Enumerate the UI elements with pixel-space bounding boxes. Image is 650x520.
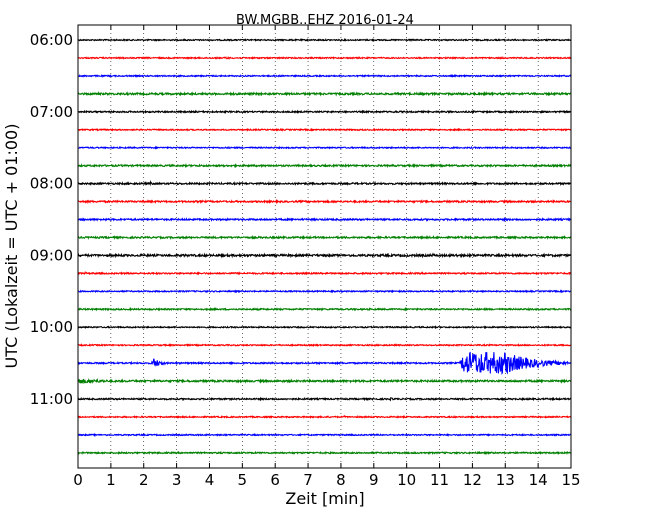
x-axis-ticks: 0 1 2 3 4 5 6 7 8 9 10 11 12 13 14 15 xyxy=(73,25,581,489)
trace-line xyxy=(77,289,572,294)
trace-line xyxy=(77,55,572,60)
x-tick-label: 14 xyxy=(529,471,548,489)
trace-line xyxy=(77,414,572,420)
x-tick-label: 13 xyxy=(496,471,515,489)
y-tick-label: 08:00 xyxy=(30,175,73,193)
trace-line xyxy=(77,343,572,348)
trace-line xyxy=(77,306,572,312)
trace-line xyxy=(77,127,572,132)
trace-line xyxy=(77,432,572,437)
x-tick-label: 7 xyxy=(303,471,313,489)
trace-line xyxy=(77,234,572,241)
y-tick-label: 06:00 xyxy=(30,31,73,49)
y-tick-label: 10:00 xyxy=(30,318,73,336)
x-tick-label: 11 xyxy=(430,471,449,489)
x-tick-label: 0 xyxy=(73,471,83,489)
x-tick-label: 2 xyxy=(139,471,149,489)
trace-line xyxy=(77,216,572,223)
trace-line xyxy=(77,325,572,330)
trace-line xyxy=(77,377,572,385)
x-tick-label: 6 xyxy=(270,471,280,489)
plot-frame xyxy=(77,24,572,469)
y-axis-label: UTC (Lokalzeit = UTC + 01:00) xyxy=(2,124,21,369)
y-axis-ticks: 06:00 07:00 08:00 09:00 10:00 11:00 xyxy=(30,31,571,408)
trace-line xyxy=(77,162,572,169)
trace-line xyxy=(77,145,572,150)
trace-line xyxy=(77,396,572,402)
y-tick-label: 11:00 xyxy=(30,390,73,408)
x-axis-label: Zeit [min] xyxy=(285,489,364,508)
trace-line xyxy=(77,180,572,187)
trace-line xyxy=(77,252,572,259)
x-tick-label: 1 xyxy=(106,471,116,489)
x-tick-label: 8 xyxy=(336,471,346,489)
x-tick-label: 5 xyxy=(238,471,248,489)
x-tick-label: 9 xyxy=(369,471,379,489)
trace-line xyxy=(77,109,572,115)
x-tick-label: 10 xyxy=(397,471,416,489)
chart-title: BW.MGBB..EHZ 2016-01-24 xyxy=(236,13,414,28)
trace-line xyxy=(77,37,572,42)
x-tick-label: 3 xyxy=(172,471,182,489)
y-tick-label: 09:00 xyxy=(30,246,73,264)
trace-line xyxy=(77,450,572,456)
trace-line xyxy=(77,270,572,276)
seismic-traces xyxy=(77,37,572,456)
trace-line xyxy=(77,90,572,97)
trace-line xyxy=(77,351,572,375)
grid-lines xyxy=(110,25,539,468)
trace-line xyxy=(77,73,572,78)
y-tick-label: 07:00 xyxy=(30,103,73,121)
x-tick-label: 12 xyxy=(463,471,482,489)
trace-line xyxy=(77,198,572,205)
x-tick-label: 15 xyxy=(561,471,580,489)
x-tick-label: 4 xyxy=(205,471,215,489)
